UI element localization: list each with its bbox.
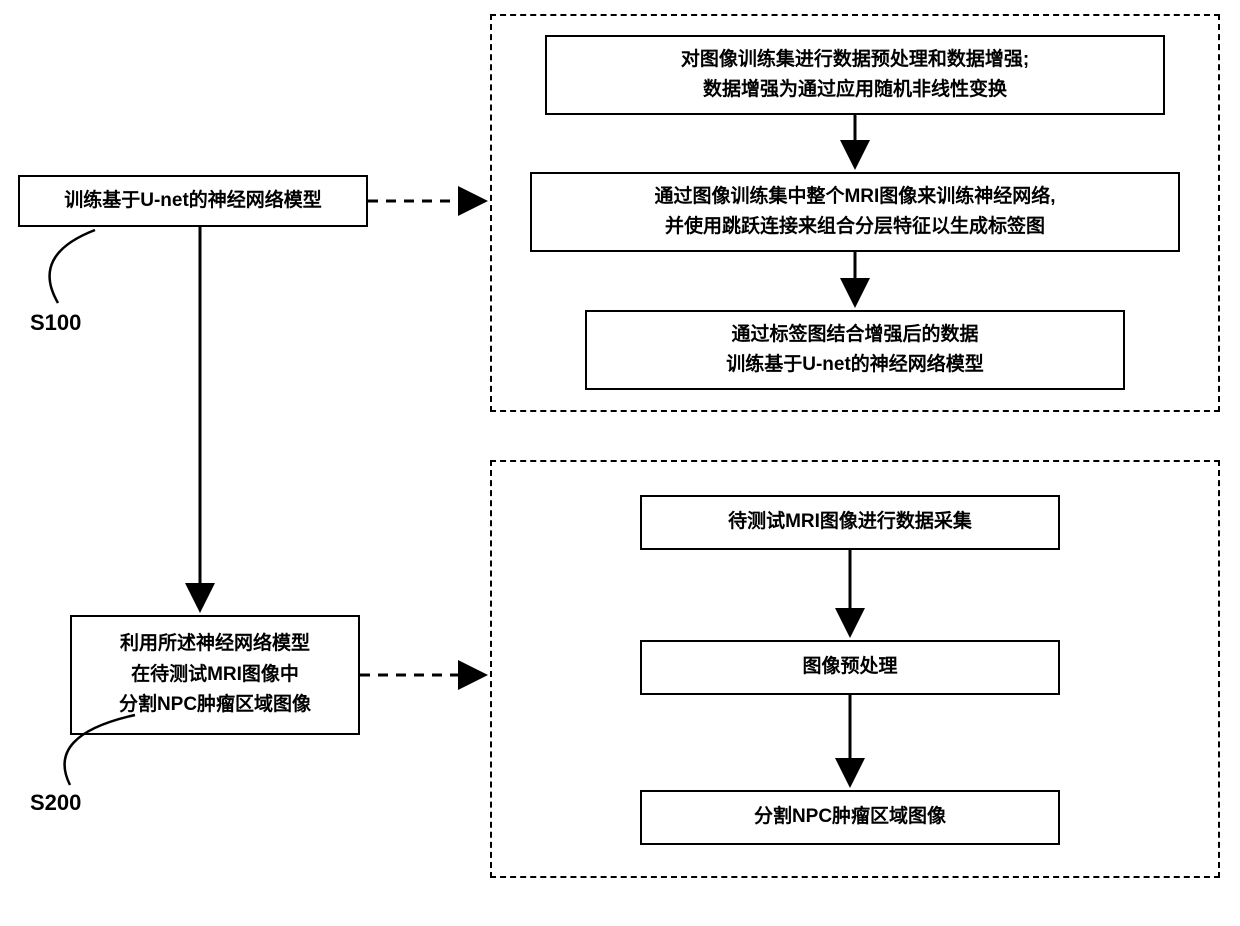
- right-box-train-unet: 通过标签图结合增强后的数据 训练基于U-net的神经网络模型: [585, 310, 1125, 390]
- line: 通过图像训练集中整个MRI图像来训练神经网络,: [654, 182, 1055, 212]
- line: 训练基于U-net的神经网络模型: [726, 350, 984, 380]
- left-box-train-model: 训练基于U-net的神经网络模型: [18, 175, 368, 227]
- label-text: S100: [30, 310, 81, 335]
- right-box-image-preprocess: 图像预处理: [640, 640, 1060, 695]
- text-block: 通过标签图结合增强后的数据 训练基于U-net的神经网络模型: [726, 320, 984, 381]
- text: 训练基于U-net的神经网络模型: [64, 186, 322, 216]
- left-box-segment-npc: 利用所述神经网络模型 在待测试MRI图像中 分割NPC肿瘤区域图像: [70, 615, 360, 735]
- step-label-s200: S200: [30, 790, 81, 816]
- line: 利用所述神经网络模型: [119, 629, 311, 659]
- text-block: 对图像训练集进行数据预处理和数据增强; 数据增强为通过应用随机非线性变换: [681, 45, 1029, 106]
- text-block: 通过图像训练集中整个MRI图像来训练神经网络, 并使用跳跃连接来组合分层特征以生…: [654, 182, 1055, 243]
- right-box-train-network: 通过图像训练集中整个MRI图像来训练神经网络, 并使用跳跃连接来组合分层特征以生…: [530, 172, 1180, 252]
- text: 待测试MRI图像进行数据采集: [728, 507, 972, 537]
- line: 通过标签图结合增强后的数据: [726, 320, 984, 350]
- text-block: 利用所述神经网络模型 在待测试MRI图像中 分割NPC肿瘤区域图像: [119, 629, 311, 720]
- line: 数据增强为通过应用随机非线性变换: [681, 75, 1029, 105]
- right-box-preprocessing: 对图像训练集进行数据预处理和数据增强; 数据增强为通过应用随机非线性变换: [545, 35, 1165, 115]
- right-box-segment-output: 分割NPC肿瘤区域图像: [640, 790, 1060, 845]
- label-text: S200: [30, 790, 81, 815]
- right-box-data-acquisition: 待测试MRI图像进行数据采集: [640, 495, 1060, 550]
- step-label-s100: S100: [30, 310, 81, 336]
- line: 并使用跳跃连接来组合分层特征以生成标签图: [654, 212, 1055, 242]
- text: 图像预处理: [802, 652, 897, 682]
- text: 分割NPC肿瘤区域图像: [754, 802, 946, 832]
- line: 在待测试MRI图像中: [119, 660, 311, 690]
- line: 对图像训练集进行数据预处理和数据增强;: [681, 45, 1029, 75]
- line: 分割NPC肿瘤区域图像: [119, 690, 311, 720]
